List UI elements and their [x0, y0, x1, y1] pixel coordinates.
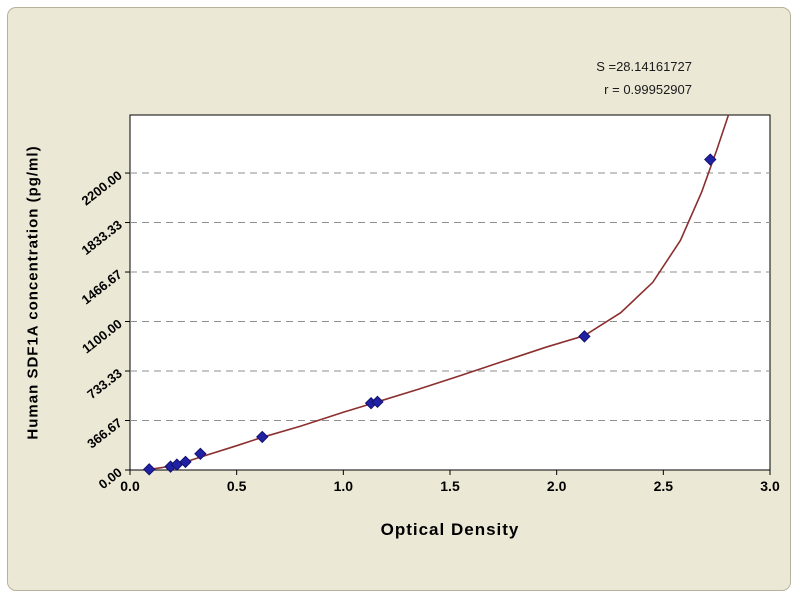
fit-stat-s: S =28.14161727: [596, 59, 692, 74]
y-axis-title: Human SDF1A concentration (pg/ml): [24, 145, 42, 440]
x-tick-label: 3.0: [760, 478, 780, 494]
x-tick-label: 2.5: [654, 478, 674, 494]
x-tick-label: 0.0: [120, 478, 140, 494]
x-tick-label: 1.5: [440, 478, 460, 494]
x-tick-label: 0.5: [227, 478, 247, 494]
x-tick-label: 1.0: [334, 478, 354, 494]
data-point-marker: [142, 463, 156, 476]
data-point-marker: [704, 153, 717, 166]
data-point-marker: [578, 330, 591, 343]
data-point-marker: [371, 395, 384, 409]
y-tick-label: 1100.00: [79, 316, 125, 356]
y-tick-label: 1833.33: [79, 217, 125, 258]
x-axis-title: Optical Density: [380, 520, 520, 539]
fit-statistics: S =28.14161727 r = 0.99952907: [596, 55, 692, 101]
y-tick-label: 366.67: [84, 415, 125, 451]
y-tick-label: 733.33: [84, 366, 125, 402]
data-point-marker: [179, 455, 192, 469]
data-point-marker: [194, 447, 207, 461]
fit-stat-r: r = 0.99952907: [604, 82, 692, 97]
x-tick-label: 2.0: [547, 478, 567, 494]
fitted-curve: [144, 115, 730, 470]
y-tick-label: 2200.00: [79, 168, 125, 209]
y-tick-label: 1466.67: [79, 267, 125, 308]
plot-background: [129, 114, 771, 471]
data-point-marker: [256, 430, 269, 444]
